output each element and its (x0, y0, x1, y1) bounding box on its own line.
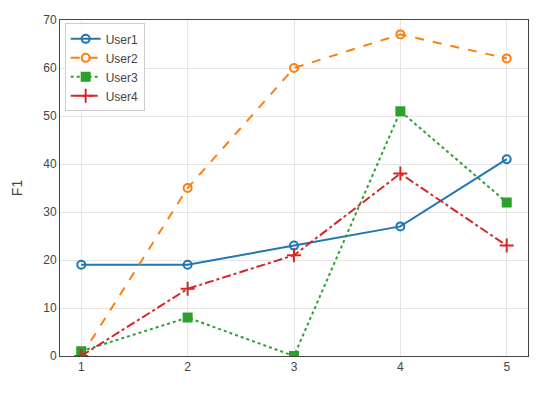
svg-text:0: 0 (50, 349, 57, 363)
svg-text:70: 70 (43, 13, 57, 27)
svg-text:F1: F1 (9, 180, 25, 197)
svg-text:2: 2 (184, 360, 191, 374)
svg-text:10: 10 (43, 301, 57, 315)
svg-text:4: 4 (397, 360, 404, 374)
svg-text:20: 20 (43, 253, 57, 267)
svg-text:User2: User2 (106, 52, 138, 66)
svg-text:User4: User4 (106, 90, 138, 104)
svg-text:30: 30 (43, 205, 57, 219)
svg-text:60: 60 (43, 61, 57, 75)
svg-text:User3: User3 (106, 71, 138, 85)
svg-text:40: 40 (43, 157, 57, 171)
svg-text:50: 50 (43, 109, 57, 123)
svg-text:1: 1 (78, 360, 85, 374)
svg-text:User1: User1 (106, 33, 138, 47)
svg-text:3: 3 (291, 360, 298, 374)
svg-text:5: 5 (503, 360, 510, 374)
